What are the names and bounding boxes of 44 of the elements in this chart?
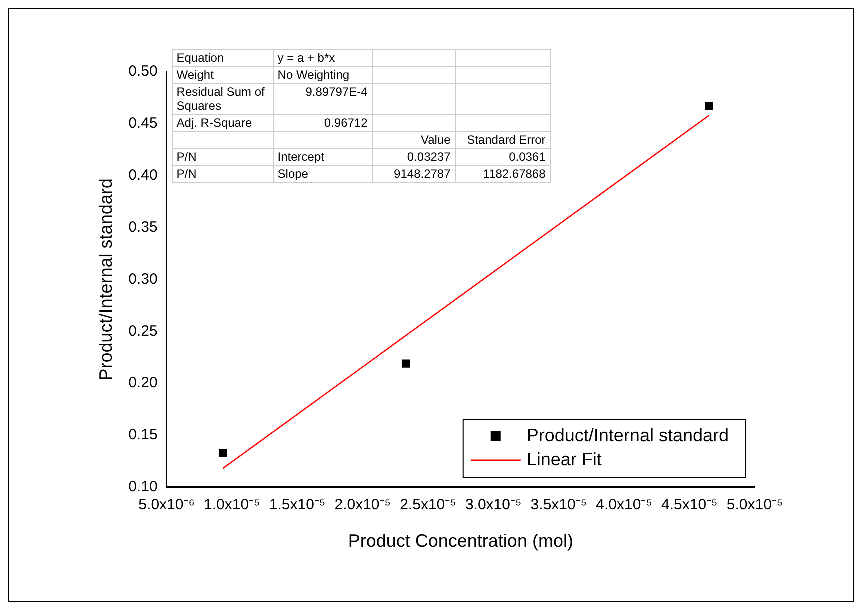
x-tick-label: 3.5x10⁻⁵ (530, 496, 588, 514)
annotation: No Weighting (273, 66, 372, 84)
x-tick-label: 2.0x10⁻⁵ (334, 496, 391, 514)
y-tick-label: 0.15 (128, 426, 158, 444)
x-tick-label: 4.5x10⁻⁵ (662, 496, 718, 514)
x-tick-label: 3.0x10⁻⁵ (465, 496, 522, 514)
x-axis-title: Product Concentration (mol) (348, 531, 574, 552)
y-tick-label: 0.30 (128, 270, 158, 288)
x-tick-label: 5.0x10⁻⁵ (726, 496, 784, 514)
text: y = a + b*x (278, 51, 336, 65)
annotation: Value (372, 132, 456, 148)
annotation: 0.03237 (372, 148, 456, 166)
annotation: 0.96712 (273, 114, 372, 132)
annotation: 1182.67868 (455, 166, 550, 182)
annotation: 9148.2787 (372, 166, 456, 182)
legend-label: Linear Fit (526, 449, 602, 470)
x-tick-label: 4.0x10⁻⁵ (596, 496, 652, 514)
annotation: Residual Sum of Squares (172, 84, 274, 114)
annotation: Adj. R-Square (172, 114, 274, 132)
point (402, 360, 410, 368)
y-tick-label: 0.35 (128, 218, 158, 236)
point (705, 102, 714, 110)
y-tick-label: 0.50 (128, 63, 158, 80)
annotation: Slope (273, 166, 372, 182)
legend-label: Product/Internal standard (526, 425, 730, 446)
x-tick-label: 5.0x10⁻⁶ (138, 496, 195, 514)
annotation: 0.0361 (455, 148, 550, 166)
y-tick-label: 0.40 (128, 166, 158, 184)
y-tick-label: 0.20 (128, 374, 158, 392)
annotation: P/N (172, 148, 274, 166)
annotation: Standard Error (455, 132, 550, 148)
annotation: P/N (172, 166, 274, 182)
annotation: Intercept (273, 148, 372, 166)
y-tick-label: 0.25 (128, 322, 158, 340)
annotation: 9.89797E-4 (273, 84, 372, 114)
x-tick-label: 2.5x10⁻⁵ (400, 496, 456, 514)
y-tick-label: 0.45 (128, 115, 158, 132)
y-axis-title: Product/Internal standard (96, 178, 116, 381)
point (218, 449, 228, 458)
x-tick-label: 1.5x10⁻⁵ (269, 496, 326, 514)
annotation: Weight (172, 66, 274, 84)
y-tick-label: 0.10 (128, 478, 158, 496)
text: Equation (176, 51, 224, 65)
x-tick-label: 1.0x10⁻⁵ (204, 496, 260, 514)
